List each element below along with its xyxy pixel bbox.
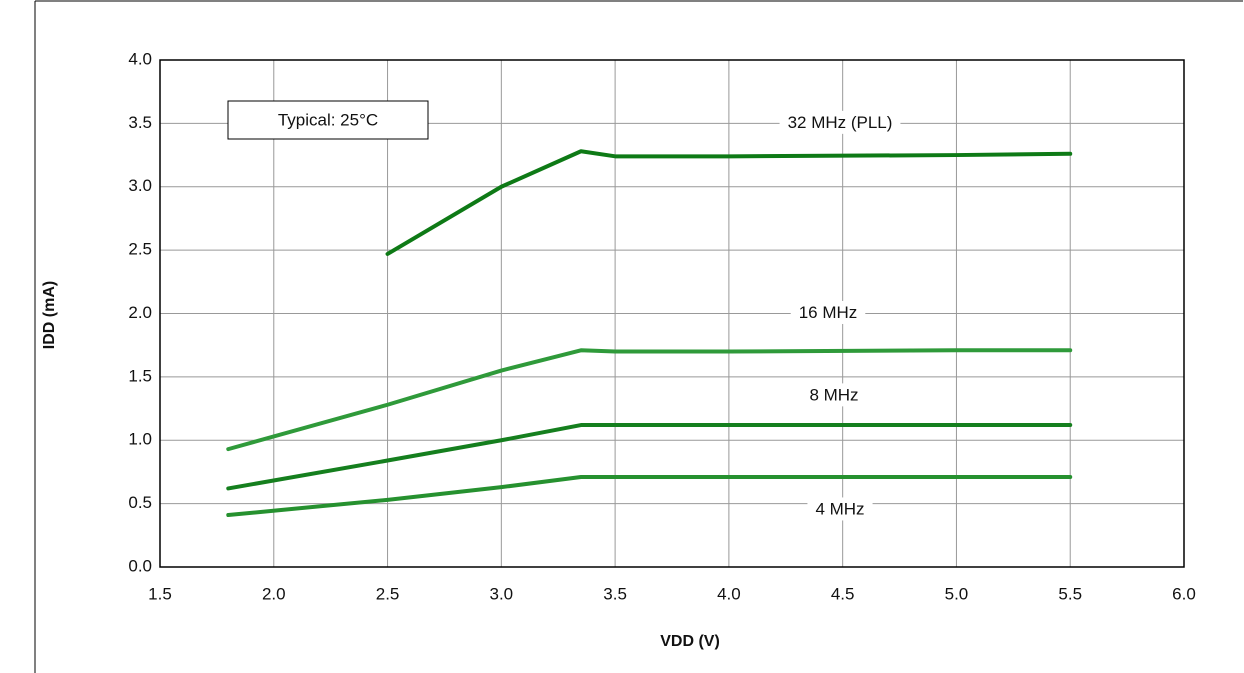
series-label-bg <box>807 497 873 521</box>
series-label: 4 MHz <box>815 499 864 518</box>
x-tick-label: 2.5 <box>376 584 400 603</box>
x-tick-label: 2.0 <box>262 584 286 603</box>
annotation-box <box>227 100 429 140</box>
x-tick-label: 4.0 <box>717 584 741 603</box>
series-label-bg <box>779 110 901 134</box>
plot-area: 1.5 2.0 2.5 3.0 3.5 4.0 4.5 5.0 5.5 6.0 0.0 0.5 1.0 1… <box>128 49 1195 603</box>
x-tick-label: 5.5 <box>1058 584 1082 603</box>
series-label: 16 MHz <box>799 303 858 322</box>
y-axis-title: IDD (mA) <box>41 281 58 349</box>
y-tick-label: 1.5 <box>128 366 152 385</box>
series-line <box>226 475 1073 518</box>
series-line <box>226 423 1073 491</box>
y-tick-label: 0.0 <box>128 556 152 575</box>
series-label-bg <box>790 300 866 324</box>
series-label-bg <box>801 383 867 407</box>
y-tick-label: 2.5 <box>128 240 152 259</box>
series-line <box>385 149 1073 256</box>
x-tick-label: 5.0 <box>945 584 969 603</box>
series-label: 32 MHz (PLL) <box>788 113 893 132</box>
y-tick-label: 2.0 <box>128 303 152 322</box>
series-label: 8 MHz <box>809 385 858 404</box>
series-line <box>226 348 1073 452</box>
annotation: Typical: 25°C <box>278 110 378 129</box>
x-tick-label: 3.5 <box>603 584 627 603</box>
y-tick-label: 1.0 <box>128 430 152 449</box>
x-axis-title: VDD (V) <box>660 633 720 650</box>
x-tick-label: 4.5 <box>831 584 855 603</box>
y-tick-label: 0.5 <box>128 493 152 512</box>
x-tick-label: 1.5 <box>148 584 172 603</box>
x-tick-label: 3.0 <box>490 584 514 603</box>
y-tick-label: 4.0 <box>128 49 152 68</box>
y-tick-label: 3.5 <box>128 113 152 132</box>
x-tick-label: 6.0 <box>1172 584 1196 603</box>
y-tick-label: 3.0 <box>128 176 152 195</box>
plot-border <box>159 59 1185 568</box>
